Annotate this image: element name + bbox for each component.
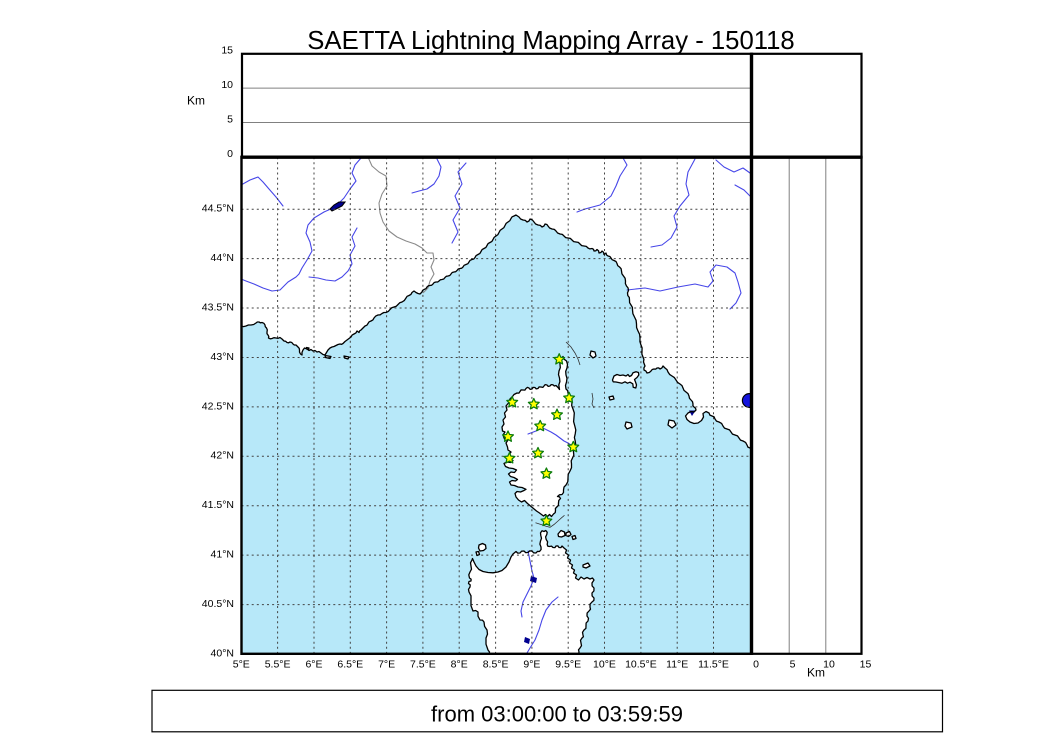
svg-text:5: 5 [227, 113, 233, 125]
svg-text:42°N: 42°N [211, 450, 234, 462]
svg-text:10.5°E: 10.5°E [625, 659, 657, 671]
svg-text:41°N: 41°N [211, 548, 234, 560]
svg-text:9.5°E: 9.5°E [555, 659, 581, 671]
svg-text:42.5°N: 42.5°N [202, 400, 234, 412]
svg-text:15: 15 [860, 659, 872, 671]
svg-text:10°E: 10°E [593, 659, 616, 671]
svg-text:SAETTA Lightning Mapping Array: SAETTA Lightning Mapping Array - 150118 [307, 27, 794, 55]
svg-text:40.5°N: 40.5°N [202, 598, 234, 610]
svg-text:11°E: 11°E [666, 659, 688, 671]
svg-text:9°E: 9°E [523, 659, 540, 671]
svg-text:Km: Km [187, 94, 205, 108]
svg-text:6°E: 6°E [305, 659, 322, 671]
svg-text:5: 5 [790, 659, 796, 671]
svg-text:11.5°E: 11.5°E [698, 659, 729, 671]
svg-text:5°E: 5°E [233, 659, 250, 671]
svg-text:8.5°E: 8.5°E [483, 659, 509, 671]
svg-text:5.5°E: 5.5°E [265, 659, 291, 671]
svg-text:7.5°E: 7.5°E [410, 659, 436, 671]
svg-text:41.5°N: 41.5°N [202, 499, 234, 511]
svg-text:10: 10 [823, 659, 835, 671]
svg-text:Km: Km [807, 666, 825, 680]
svg-text:43.5°N: 43.5°N [202, 301, 234, 313]
svg-text:15: 15 [221, 45, 233, 57]
svg-text:10: 10 [221, 79, 233, 91]
svg-text:40°N: 40°N [211, 647, 234, 659]
svg-text:from 03:00:00 to 03:59:59: from 03:00:00 to 03:59:59 [431, 702, 683, 727]
svg-text:0: 0 [753, 659, 759, 671]
svg-text:7°E: 7°E [378, 659, 395, 671]
svg-text:6.5°E: 6.5°E [337, 659, 363, 671]
svg-text:44°N: 44°N [211, 252, 234, 264]
svg-text:44.5°N: 44.5°N [202, 203, 234, 215]
svg-text:0: 0 [227, 148, 233, 160]
svg-text:8°E: 8°E [451, 659, 468, 671]
svg-text:43°N: 43°N [211, 351, 234, 363]
